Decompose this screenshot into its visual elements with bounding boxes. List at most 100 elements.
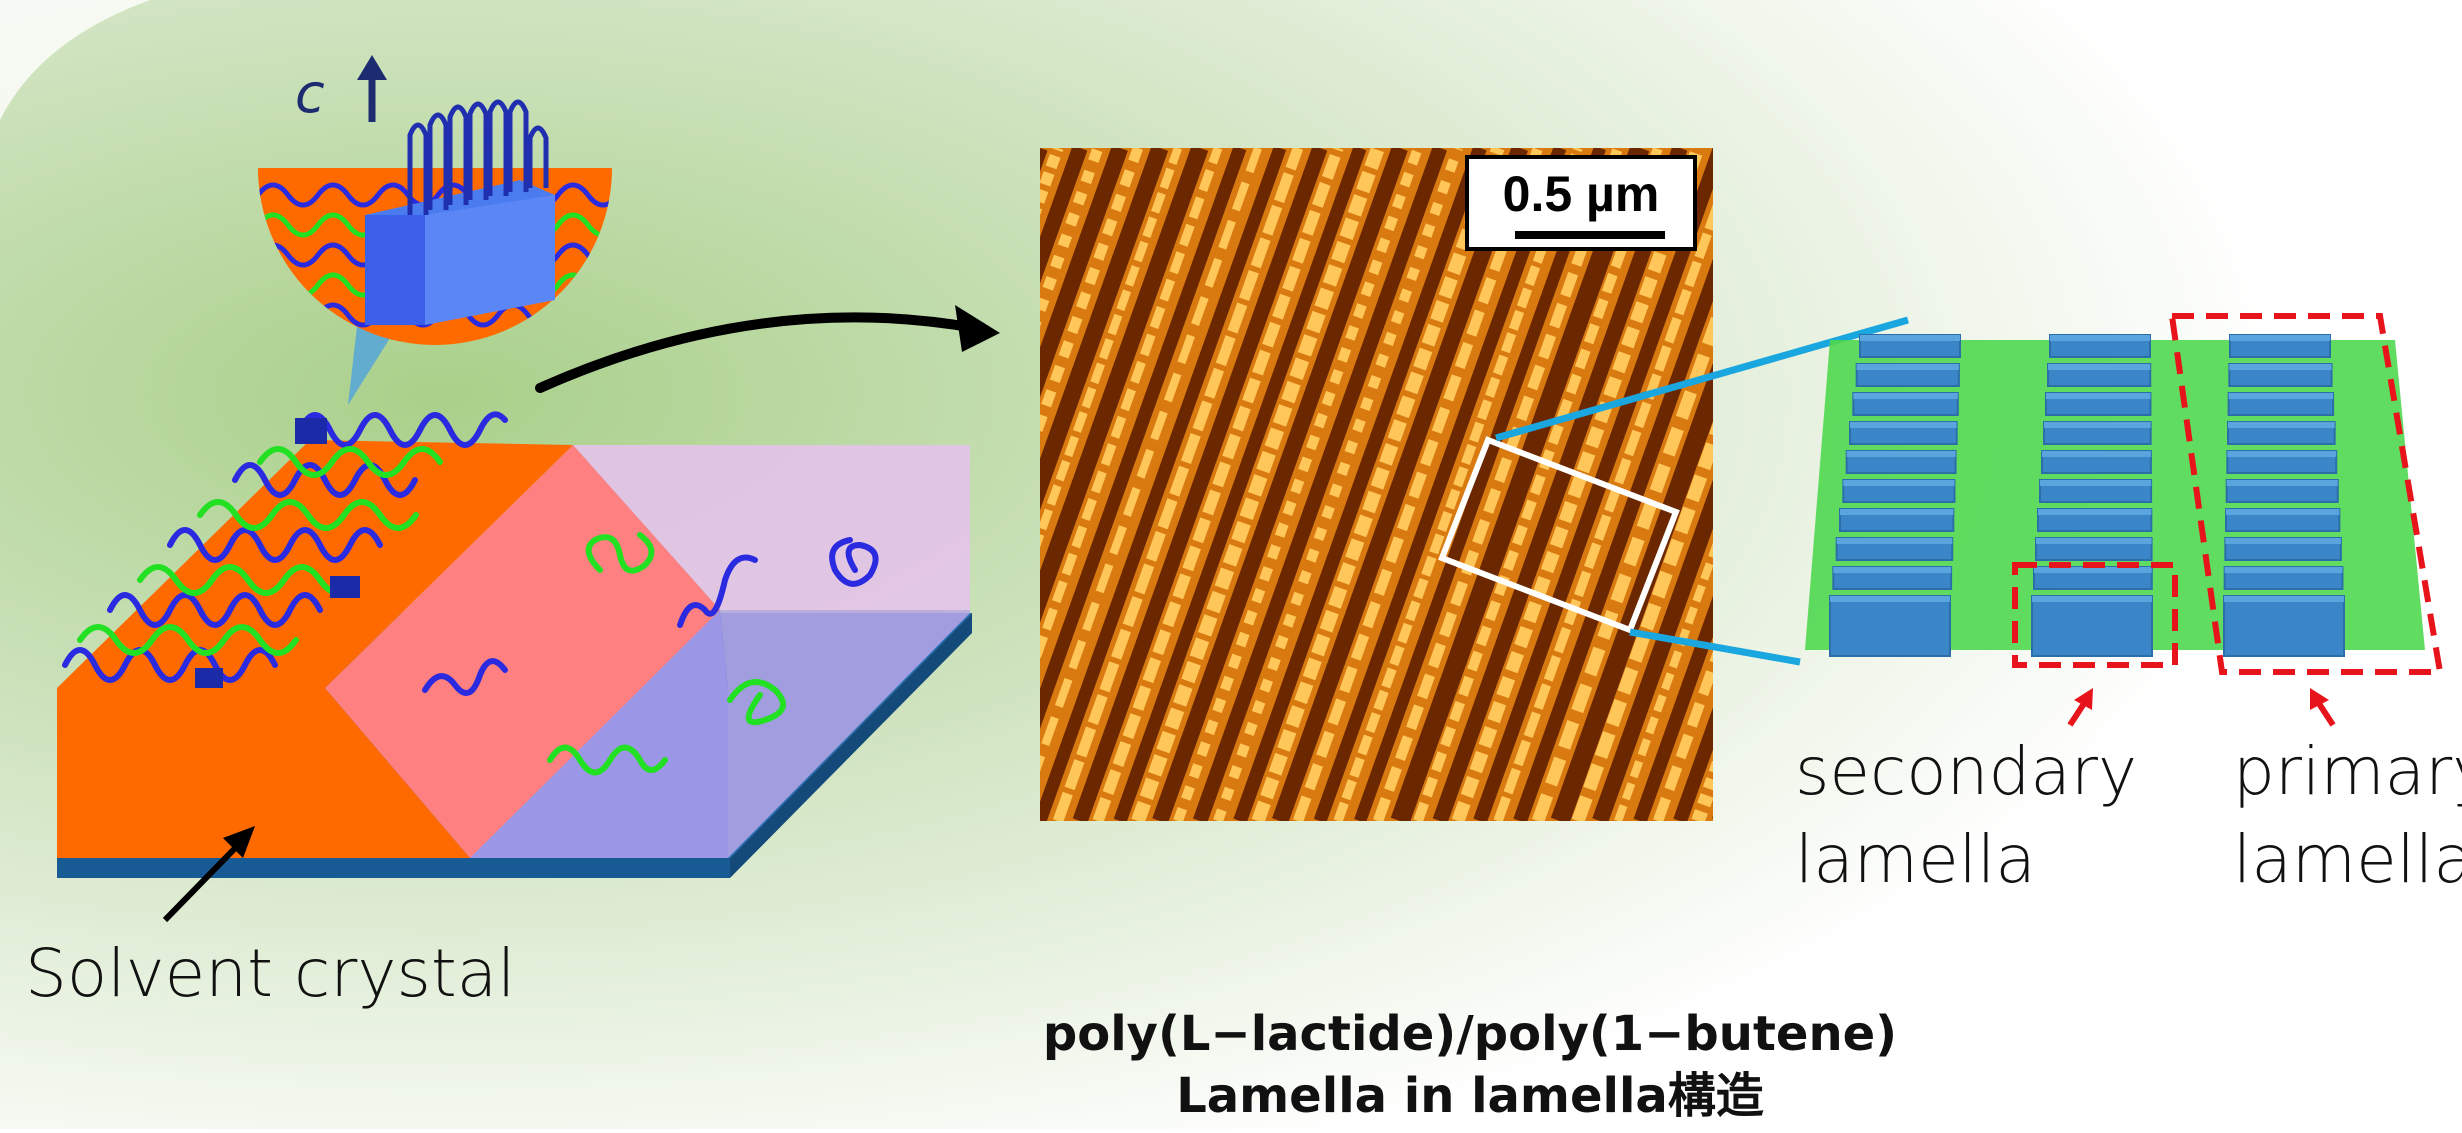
- caption-line1: poly(L−lactide)/poly(1−butene): [1042, 1006, 1898, 1062]
- afm-bright-band: [1040, 148, 1262, 772]
- chain-anchor-1: [295, 418, 327, 444]
- surface-chains-blue: [62, 411, 508, 683]
- zoom-line-top: [1495, 316, 1909, 442]
- primary-label-line1: primary: [2233, 733, 2462, 810]
- afm-dark-band: [1040, 148, 1287, 821]
- zoom-line-bottom: [1629, 628, 1801, 666]
- scale-bar-box: 0.5 µm: [1465, 155, 1697, 251]
- lamella-block: [1829, 595, 1951, 657]
- lamella-block-highlight: [2226, 480, 2338, 486]
- lamella-block-highlight: [2048, 364, 2151, 370]
- chain-anchor-3: [195, 668, 223, 688]
- afm-dark-band: [1513, 258, 1713, 821]
- lamella-block-highlight: [2226, 509, 2340, 515]
- free-chains: [422, 532, 879, 776]
- afm-dark-band: [1113, 148, 1367, 821]
- lamella-block-highlight: [2042, 451, 2151, 457]
- lamella-block-highlight: [2036, 538, 2152, 544]
- afm-bright-band: [1040, 148, 1223, 661]
- lamella-block-highlight: [2230, 335, 2330, 341]
- afm-bright-band: [1571, 422, 1713, 821]
- scale-bar-line: [1515, 231, 1665, 239]
- lamella-block-highlight: [1843, 480, 1955, 486]
- crystal-top-face: [57, 440, 573, 688]
- afm-dark-band: [1313, 148, 1567, 821]
- secondary-label-line2: lamella: [1795, 821, 2036, 898]
- lamella-block-highlight: [1860, 335, 1960, 341]
- afm-bright-band: [1451, 148, 1705, 821]
- afm-dark-band: [1040, 148, 1169, 511]
- lamella-block-highlight: [2040, 480, 2152, 486]
- afm-bright-band: [1293, 148, 1543, 821]
- solvent-crystal-label: Solvent crystal: [25, 935, 516, 1012]
- primary-lamella-label: primary lamella: [2233, 728, 2462, 904]
- afm-dark-band: [1072, 148, 1328, 821]
- crystal-front-face: [57, 688, 470, 858]
- lamella-block-highlight: [2228, 393, 2334, 399]
- lamella-block-highlight: [1833, 567, 1952, 573]
- lamella-block-highlight: [2034, 567, 2152, 573]
- afm-dark-band: [1152, 148, 1408, 821]
- afm-bright-band: [1040, 148, 1104, 328]
- lamella-block-highlight: [1830, 596, 1950, 602]
- afm-bright-band: [1092, 148, 1344, 821]
- curved-arrow-icon: [535, 305, 1000, 393]
- lamella-blocks: [1829, 334, 2345, 657]
- lamella-block-highlight: [1840, 509, 1954, 515]
- afm-dark-band: [1354, 148, 1606, 821]
- lamella-block-highlight: [2046, 393, 2151, 399]
- lamella-block-highlight: [2224, 567, 2343, 573]
- lamella-block-highlight: [1836, 538, 1953, 544]
- lamella-block-highlight: [2225, 538, 2341, 544]
- afm-dark-band: [1550, 363, 1713, 821]
- afm-dark-band: [1432, 148, 1688, 821]
- c-axis-label: c: [295, 62, 325, 125]
- secondary-lamella-label: secondary lamella: [1795, 728, 2137, 904]
- afm-selection-box: [1438, 436, 1680, 634]
- afm-bright-band: [1040, 148, 1182, 548]
- lamella-block-highlight: [2229, 364, 2332, 370]
- caption-line2: Lamella in lamella構造: [1176, 1068, 1764, 1124]
- afm-bright-band: [1052, 148, 1304, 821]
- afm-bright-band: [1173, 148, 1423, 821]
- afm-dark-band: [1272, 148, 1528, 821]
- secondary-lamella-dashed-box: [2012, 562, 2178, 668]
- lamella-block-highlight: [2227, 451, 2337, 457]
- afm-bright-band: [1653, 651, 1713, 821]
- box-right-face: [720, 610, 970, 858]
- afm-bright-band: [1251, 148, 1505, 821]
- base-plate-side: [730, 613, 972, 878]
- afm-bright-band: [1614, 542, 1713, 821]
- surface-chains-green: [77, 446, 443, 656]
- scale-bar-label: 0.5 µm: [1502, 166, 1660, 222]
- lamella-block-highlight: [2050, 335, 2150, 341]
- afm-dark-band: [1040, 148, 1128, 398]
- afm-bright-band: [1373, 148, 1623, 821]
- lamella-block-highlight: [1856, 364, 1959, 370]
- afm-dark-band: [1592, 479, 1713, 821]
- arrow-up-icon: [357, 55, 387, 122]
- primary-label-line2: lamella: [2233, 821, 2462, 898]
- lamella-block-highlight: [1853, 393, 1958, 399]
- lamella-block: [2031, 595, 2153, 657]
- lamella-block-highlight: [2228, 422, 2335, 428]
- afm-bright-band: [1333, 148, 1583, 821]
- folded-chain-loops: [407, 99, 549, 215]
- afm-image: [1040, 148, 1713, 821]
- primary-arrow-icon: [2310, 688, 2336, 727]
- figure-caption: poly(L−lactide)/poly(1−butene) Lamella i…: [870, 1003, 2070, 1127]
- lamella-block-highlight: [2038, 509, 2152, 515]
- afm-dark-band: [1193, 148, 1447, 821]
- afm-dark-band: [1633, 595, 1713, 821]
- lamella-block-highlight: [1846, 451, 1956, 457]
- secondary-label-line1: secondary: [1795, 733, 2138, 810]
- afm-dark-band: [1233, 148, 1487, 821]
- afm-dark-band: [1390, 148, 1650, 821]
- lamella-block-highlight: [2044, 422, 2151, 428]
- base-plate-front: [57, 858, 730, 878]
- afm-bright-band: [1131, 148, 1385, 821]
- afm-dark-band: [1040, 148, 1247, 729]
- lamella-block-highlight: [2224, 596, 2344, 602]
